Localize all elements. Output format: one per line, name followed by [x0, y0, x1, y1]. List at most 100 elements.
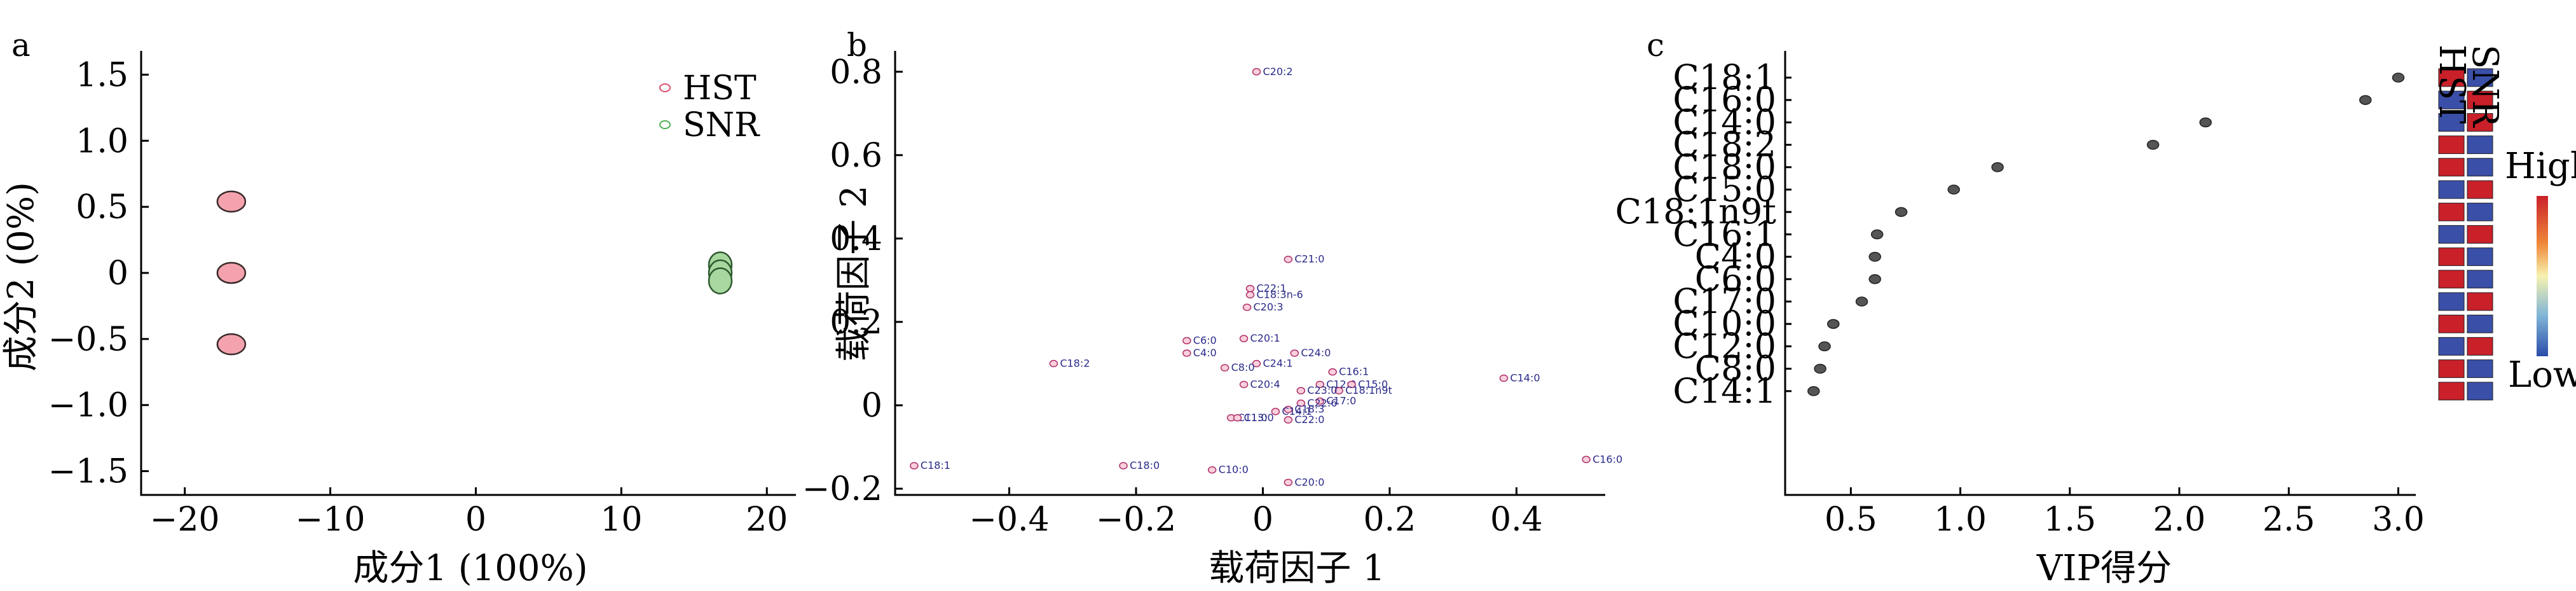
panel-c-x-tick-label: 1.5 [2043, 501, 2096, 539]
heatmap-cell [2438, 337, 2465, 356]
loading-point-label: C21:0 [1294, 253, 1324, 265]
loading-point: C23:0 [1296, 384, 1337, 396]
loading-point-marker [1290, 349, 1299, 357]
loading-point: C8:0 [1220, 361, 1255, 373]
loading-point-label: C11:0 [1238, 412, 1268, 424]
loading-point: C22:1 [1245, 282, 1287, 295]
loading-point-label: C13:0 [1244, 412, 1274, 424]
panel-c-category-label: C17:0 [1673, 281, 1776, 321]
panel-b-x-tick-label: 0.4 [1490, 501, 1543, 539]
loading-point-marker [1239, 380, 1249, 389]
colorbar-gradient [2537, 196, 2548, 356]
panel-c-points [1807, 73, 2405, 396]
panel-a-ticks: −20 −10 0 10 20 1.5 1.0 0.5 0 −0.5 −1.0 −1.5 [48, 56, 788, 539]
panel-c-category-label: C18:1 [1673, 57, 1776, 97]
loading-point-marker [1220, 364, 1230, 372]
loading-point-marker [1296, 387, 1306, 394]
loading-point-marker [1233, 414, 1242, 422]
loading-point-marker [1242, 303, 1252, 311]
legend-label-hst: HST [683, 69, 757, 108]
vip-point [1947, 184, 1960, 195]
heatmap-cell [2438, 314, 2465, 333]
vip-point [1855, 296, 1868, 307]
heatmap-cell [2438, 225, 2465, 244]
loading-point: C24:0 [1290, 347, 1331, 359]
heatmap-cell [2467, 113, 2493, 132]
heatmap-cell [2438, 180, 2465, 199]
panel-a-point-hst [216, 190, 247, 213]
panel-c-axes [1784, 51, 2416, 496]
panel-c-category-label: C8:0 [1695, 349, 1776, 389]
panel-c-category-label: C18:0 [1673, 147, 1776, 187]
loading-point: C4:0 [1182, 347, 1217, 359]
loading-point-marker [1245, 284, 1255, 293]
vip-point [1868, 274, 1881, 284]
loading-point-marker [1182, 349, 1191, 357]
heatmap-cell [2438, 247, 2465, 267]
vip-point [1868, 251, 1881, 262]
loading-point: C14:0 [1499, 372, 1540, 384]
loading-point-marker [1582, 455, 1591, 464]
heatmap-cell [2438, 270, 2465, 289]
panel-a-point-snr [708, 267, 733, 295]
panel-c-category-label: C6:0 [1695, 259, 1776, 299]
colorbar-low-label: Low [2508, 354, 2576, 396]
heatmap-cell [2467, 382, 2493, 401]
panel-a-x-tick-label: −10 [296, 501, 366, 539]
loading-point: C22:6 [1296, 397, 1337, 409]
loading-point-marker [1347, 380, 1356, 389]
loading-point-marker [1499, 374, 1509, 382]
panel-a-y-tick-label: −0.5 [48, 321, 128, 359]
loading-point-marker [1207, 466, 1217, 474]
loading-point-label: C20:4 [1250, 378, 1280, 390]
heatmap-cell [2438, 90, 2465, 109]
loading-point: C20:1 [1239, 332, 1280, 344]
panel-c-category-label: C18:2 [1673, 125, 1776, 165]
panel-c-x-tick-label: 3.0 [2372, 501, 2425, 539]
panel-c-axis-lines [1784, 51, 2416, 496]
loading-point-label: C20:2 [1263, 66, 1292, 78]
loading-point-label: C24:0 [1301, 347, 1331, 359]
heatmap-cell [2438, 136, 2465, 155]
heatmap-cell [2467, 158, 2493, 177]
panel-a-x-tick-label: 20 [746, 501, 788, 539]
panel-a-x-tick-label: −20 [150, 501, 220, 539]
heatmap-cell [2467, 225, 2493, 244]
loading-point-label: C20:0 [1294, 476, 1324, 488]
heatmap-cell [2467, 68, 2493, 87]
panel-b-x-tick-label: 0 [1252, 501, 1273, 539]
loading-point: C11:0 [1226, 412, 1268, 424]
heatmap-cell [2438, 158, 2465, 177]
loading-point-label: C6:0 [1193, 335, 1217, 347]
panel-a-point-hst [216, 261, 247, 284]
panel-a-x-tick-label: 10 [600, 501, 642, 539]
loading-point: C18:1 [910, 459, 950, 471]
legend-label-snr: SNR [683, 106, 760, 144]
loading-point: C20:3 [1242, 301, 1284, 313]
panel-a-y-tick-label: −1.5 [48, 453, 128, 491]
loading-point-label: C18:3 [1294, 403, 1324, 415]
loading-point-label: C22:6 [1307, 397, 1337, 409]
panel-a-legend: HST SNR [659, 69, 760, 144]
panel-b-y-tick-label: 0.4 [830, 220, 882, 258]
panel-b-x-tick-label: 0.2 [1364, 501, 1416, 539]
heatmap-cell [2467, 292, 2493, 311]
panel-c-category-label: C4:0 [1695, 237, 1776, 277]
vip-point [1814, 363, 1826, 374]
legend-marker-snr [659, 120, 671, 129]
panel-b-y-tick-label: −0.2 [802, 470, 882, 508]
heatmap-cell [2467, 359, 2493, 379]
loading-point: C24:1 [1252, 358, 1293, 370]
loading-point-marker [1252, 359, 1261, 368]
heatmap-cell [2467, 270, 2493, 289]
panel-b-loading-plot: b −0.4 −0.2 0 0.2 0.4 0.8 0.6 0.4 0.2 0 −0.2 C20:2… [802, 27, 1622, 589]
panel-b-axis-lines [894, 51, 1605, 496]
loading-point: C18:3 [1284, 403, 1324, 415]
panel-c-vip-scores: c 0.5 1.0 1.5 2.0 2.5 3.0 C18:1C16:0C14:0C18:2… [1615, 27, 2576, 589]
heatmap-cell [2438, 382, 2465, 401]
panel-c-category-label: C14:0 [1673, 102, 1776, 142]
heatmap-cell [2467, 247, 2493, 267]
panel-c-category-label: C16:1 [1673, 214, 1776, 254]
loading-point-marker [1315, 397, 1324, 405]
